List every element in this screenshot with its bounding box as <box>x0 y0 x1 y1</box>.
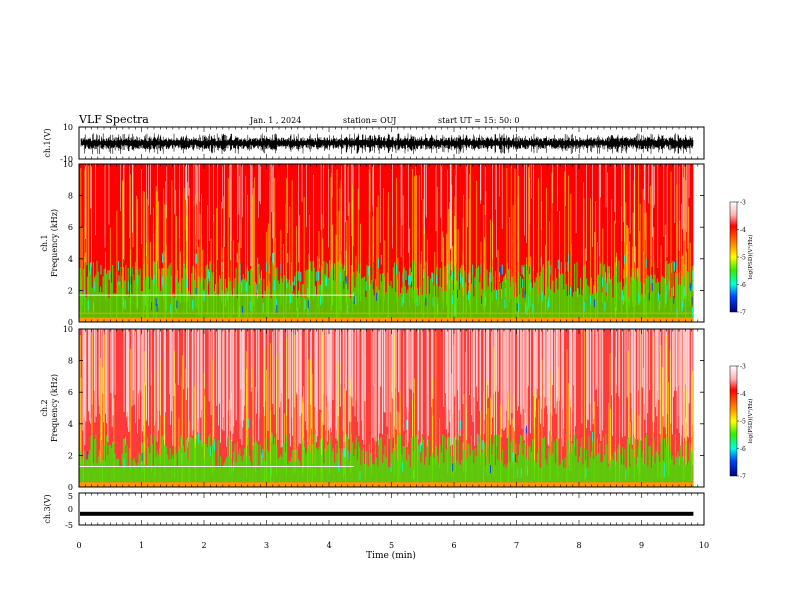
ch1-colorbar: -3 -4 -5 -6 -7 log(PSD)(V²/Hz) <box>729 200 754 317</box>
ch2-colorbar-label: log(PSD)(V²/Hz) <box>747 399 754 444</box>
ch2-ytick-label: 10 <box>63 325 73 334</box>
time-tick-label: 1 <box>139 541 144 550</box>
ch2-colorbar-tick-label: -5 <box>740 419 746 426</box>
ch1-spectrogram-channel-label: ch.1 <box>40 234 49 251</box>
ch1-waveform-trace <box>80 133 694 155</box>
time-tick-label: 0 <box>76 541 81 550</box>
time-tick-label: 5 <box>389 541 394 550</box>
time-tick-labels: 0 1 2 3 4 5 6 7 8 9 10 <box>76 541 709 550</box>
ch2-ytick-label: 4 <box>68 420 73 429</box>
ch2-ytick-label: 2 <box>68 451 73 460</box>
ch2-colorbar-tick-label: -3 <box>740 364 746 371</box>
ch1-waveform-panel: 10 -10 ch.1(V) <box>43 123 705 164</box>
ch1-colorbar-tick-label: -3 <box>740 200 746 207</box>
time-ticks <box>78 127 705 525</box>
ch1-colorbar-tick-label: -7 <box>740 310 746 317</box>
time-tick-label: 8 <box>576 541 581 550</box>
ch2-ytick-label: 0 <box>68 483 73 492</box>
time-tick-label: 3 <box>264 541 269 550</box>
time-tick-label: 4 <box>326 541 331 550</box>
time-tick-label: 7 <box>514 541 519 550</box>
start-time-label: start UT = 15: 50: 0 <box>438 116 519 125</box>
station-label: station= OUJ <box>343 116 396 125</box>
spectrogram-white-streaks <box>78 329 693 448</box>
ch1-ytick-label: 0 <box>68 318 73 327</box>
ch3-ytick-mid: 0 <box>68 505 73 514</box>
time-tick-label: 6 <box>451 541 456 550</box>
ch1-ytick-label: 8 <box>68 192 73 201</box>
time-axis-label: Time (min) <box>366 550 416 561</box>
ch1-spectrogram-ylabel: Frequency (kHz) <box>50 209 59 277</box>
ch1-colorbar-tick-label: -6 <box>740 282 746 289</box>
ch2-colorbar-scale <box>729 365 738 477</box>
ch1-ytick-bottom: -10 <box>60 155 73 164</box>
ch2-spectrogram-image <box>78 329 694 487</box>
spectrogram-yellow-streaks <box>78 164 691 322</box>
time-tick-marks <box>78 127 705 525</box>
ch2-colorbar: -3 -4 -5 -6 -7 log(PSD)(V²/Hz) <box>729 364 754 481</box>
ch2-ytick-label: 8 <box>68 357 73 366</box>
ch2-colorbar-tick-label: -6 <box>740 446 746 453</box>
ch1-ytick-label: 2 <box>68 286 73 295</box>
ch1-spectrogram-panel: 0 2 4 6 8 10 ch.1 Frequency (kHz) <box>40 160 705 327</box>
ch1-ytick-label: 10 <box>63 160 73 169</box>
ch1-colorbar-scale <box>729 201 738 313</box>
ch3-waveform-ylabel: ch.3(V) <box>43 494 52 523</box>
spectrogram-bottom-strip <box>79 482 694 487</box>
ch2-colorbar-tick-label: -7 <box>740 474 746 481</box>
time-tick-label: 2 <box>201 541 206 550</box>
ch2-spectrogram-panel: 0 2 4 6 8 10 ch.2 Frequency (kHz) <box>40 325 705 492</box>
ch1-ytick-label: 4 <box>68 255 73 264</box>
spectrogram-cyan-flecks <box>84 252 694 318</box>
figure-title: VLF Spectra <box>78 113 149 126</box>
time-tick-label: 9 <box>639 541 644 550</box>
ch2-spectrogram-ylabel: Frequency (kHz) <box>50 374 59 442</box>
time-tick-label: 10 <box>699 541 709 550</box>
spectrogram-blue-flecks <box>86 425 527 473</box>
ch1-colorbar-label: log(PSD)(V²/Hz) <box>747 235 754 280</box>
spectrogram-cyan-flecks <box>123 418 680 481</box>
ch1-ytick-label: 6 <box>68 223 73 232</box>
ch1-ytick-top: 10 <box>63 123 73 132</box>
ch2-ytick-label: 6 <box>68 388 73 397</box>
ch2-spectrogram-channel-label: ch.2 <box>40 399 49 416</box>
ch1-waveform-ylabel: ch.1(V) <box>43 128 52 157</box>
ch3-ytick-top: 5 <box>68 492 73 501</box>
spectrogram-blue-flecks <box>121 259 693 314</box>
ch3-waveform-trace <box>80 511 694 516</box>
spectrogram-bottom-strip <box>79 317 694 322</box>
ch2-colorbar-tick-label: -4 <box>740 391 746 398</box>
ch1-colorbar-tick-label: -4 <box>740 227 746 234</box>
date-label: Jan. 1 , 2024 <box>249 116 301 125</box>
ch3-waveform-line <box>80 511 694 516</box>
ch3-ytick-bottom: -5 <box>65 521 73 530</box>
ch1-waveform-line <box>80 133 694 155</box>
ch1-colorbar-tick-label: -5 <box>740 255 746 262</box>
ch1-spectrogram-image <box>78 164 694 322</box>
ch3-waveform-panel: 5 0 -5 ch.3(V) <box>43 492 705 530</box>
